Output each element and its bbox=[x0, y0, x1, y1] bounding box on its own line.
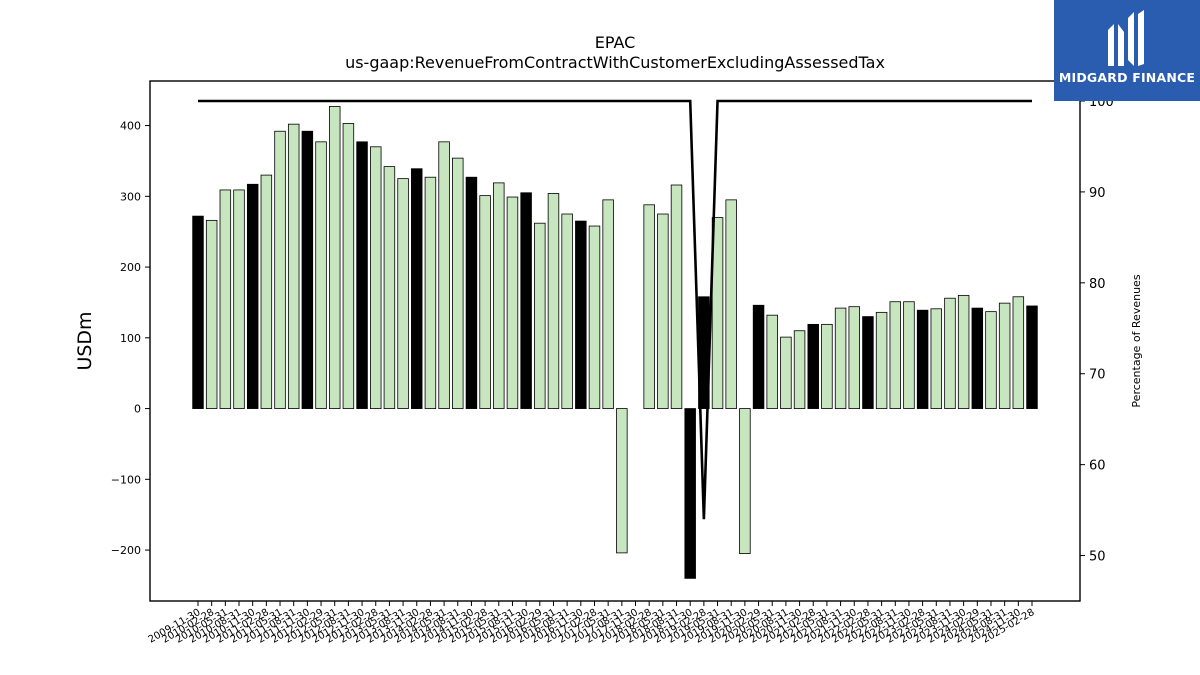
bar-2024-11-30 bbox=[1012, 296, 1025, 409]
bar-2014-11-30 bbox=[465, 176, 478, 409]
y-tick-label: −100 bbox=[111, 473, 141, 486]
chart-title: EPAC bbox=[595, 33, 636, 52]
y-tick-label: 0 bbox=[134, 403, 141, 416]
y2-tick-label: 70 bbox=[1089, 368, 1106, 383]
y-axis-left: −200 −100 0 100 200 300 400 bbox=[111, 120, 150, 557]
bar-2010-11-30 bbox=[246, 183, 259, 409]
bar-2021-08-31 bbox=[834, 307, 847, 409]
bar-2019-08-31 bbox=[725, 199, 737, 409]
y-tick-label: −200 bbox=[111, 544, 141, 557]
y2-tick-label: 80 bbox=[1089, 277, 1106, 292]
bar-2024-02-29 bbox=[971, 307, 984, 409]
bar-2017-08-31 bbox=[616, 408, 628, 554]
y2-tick-label: 90 bbox=[1089, 186, 1106, 201]
bar-2021-02-28 bbox=[807, 323, 819, 409]
bar-2010-05-31 bbox=[219, 189, 232, 409]
bar-2020-05-31 bbox=[766, 314, 778, 409]
bar-2022-02-28 bbox=[862, 316, 874, 409]
y-tick-label: 300 bbox=[120, 190, 141, 203]
bar-2018-08-31 bbox=[670, 184, 683, 409]
x-axis: 2009-11-302010-02-282010-05-312010-08-31… bbox=[147, 601, 1037, 646]
bar-2016-02-29 bbox=[534, 222, 546, 409]
bar-2023-02-28 bbox=[916, 309, 929, 409]
y2-axis-label: Percentage of Revenues bbox=[1130, 274, 1143, 407]
bar-2013-11-30 bbox=[411, 168, 423, 409]
bar-2015-08-31 bbox=[506, 196, 519, 409]
bar-2024-08-31 bbox=[998, 302, 1011, 409]
bar-2015-02-28 bbox=[479, 195, 491, 409]
bar-2015-05-31 bbox=[493, 182, 505, 409]
bar-2012-05-31 bbox=[328, 106, 341, 409]
bar-2011-02-28 bbox=[260, 174, 273, 409]
y2-tick-label: 50 bbox=[1089, 550, 1106, 565]
bar-2021-11-30 bbox=[848, 306, 860, 409]
bar-2025-02-28 bbox=[1026, 305, 1038, 409]
bar-2018-05-31 bbox=[657, 213, 669, 409]
bars-layer bbox=[192, 106, 1038, 579]
bar-2011-08-31 bbox=[287, 123, 300, 409]
bar-2019-11-30 bbox=[739, 408, 751, 554]
chart-subtitle: us-gaap:RevenueFromContractWithCustomerE… bbox=[345, 53, 885, 72]
bar-2013-02-28 bbox=[370, 146, 382, 409]
bar-2014-08-31 bbox=[452, 157, 464, 409]
bar-2023-11-30 bbox=[957, 294, 970, 409]
bar-2018-11-30 bbox=[684, 408, 696, 579]
bar-2021-05-31 bbox=[821, 323, 833, 409]
y-tick-label: 200 bbox=[120, 261, 141, 274]
midgard-finance-logo: MIDGARD FINANCE bbox=[1054, 0, 1200, 101]
bar-2019-05-31 bbox=[711, 217, 724, 409]
bar-2010-08-31 bbox=[233, 189, 245, 409]
logo-text: MIDGARD FINANCE bbox=[1058, 70, 1196, 85]
bar-2014-02-28 bbox=[424, 176, 437, 409]
bar-2010-02-28 bbox=[205, 219, 218, 409]
bar-2022-08-31 bbox=[889, 301, 902, 409]
y2-tick-label: 60 bbox=[1089, 459, 1106, 474]
y-tick-label: 400 bbox=[120, 120, 141, 133]
bar-2020-02-29 bbox=[752, 304, 765, 409]
bar-2013-08-31 bbox=[397, 178, 409, 409]
bar-2018-02-28 bbox=[643, 204, 655, 409]
bar-2022-05-31 bbox=[875, 311, 888, 409]
bar-2016-05-31 bbox=[547, 193, 560, 409]
bar-2012-08-31 bbox=[342, 123, 355, 409]
bar-2012-02-29 bbox=[315, 141, 327, 409]
line-layer bbox=[198, 99, 1032, 520]
midgard-logo-icon bbox=[1108, 10, 1144, 66]
percentage-line bbox=[198, 99, 1032, 520]
bar-2015-11-30 bbox=[520, 192, 532, 409]
bar-2016-08-31 bbox=[561, 213, 573, 409]
bar-2023-08-31 bbox=[944, 297, 956, 409]
y-tick-label: 100 bbox=[120, 332, 141, 345]
y-axis-label: USDm bbox=[74, 311, 96, 370]
bar-2022-11-30 bbox=[903, 301, 915, 409]
plot-frame bbox=[149, 80, 1081, 602]
bar-2014-05-31 bbox=[438, 141, 450, 409]
bar-2009-11-30 bbox=[192, 215, 204, 409]
bar-2017-02-28 bbox=[588, 225, 601, 409]
bar-2024-05-31 bbox=[985, 311, 997, 409]
bar-2013-05-31 bbox=[383, 166, 396, 409]
bar-2020-08-31 bbox=[780, 336, 792, 409]
bar-2016-11-30 bbox=[575, 220, 587, 409]
bar-2020-11-30 bbox=[793, 330, 806, 409]
bar-2011-11-30 bbox=[301, 130, 314, 409]
bar-2017-05-31 bbox=[602, 199, 614, 409]
bar-2023-05-31 bbox=[930, 308, 943, 409]
bar-2011-05-31 bbox=[274, 130, 286, 409]
bar-2012-11-30 bbox=[356, 141, 368, 409]
